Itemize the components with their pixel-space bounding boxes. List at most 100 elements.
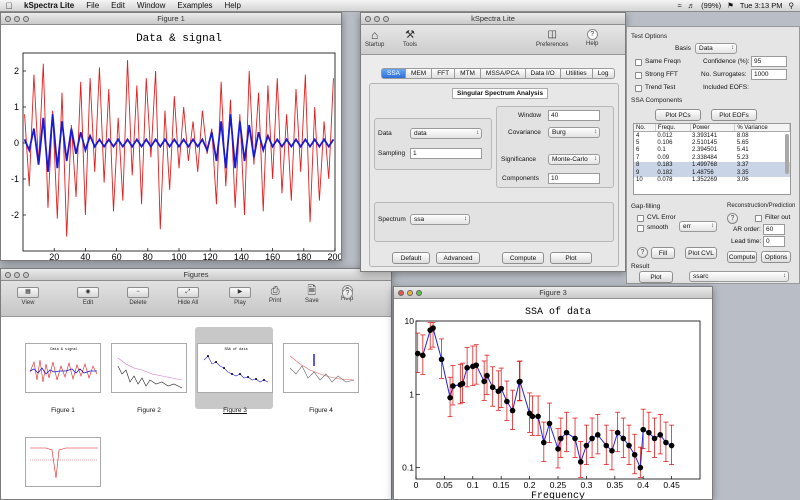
edit-button[interactable]: ◉ Edit <box>77 287 99 306</box>
table-row[interactable]: 8 0.183 1.499768 3.37 <box>634 161 790 169</box>
basis-select[interactable]: Data <box>695 43 737 54</box>
covariance-select[interactable]: Burg <box>548 127 600 138</box>
zoom-icon[interactable] <box>23 272 29 278</box>
tools-icon: ⚒ <box>405 29 415 41</box>
table-row[interactable]: 6 0.1 2.394501 5.41 <box>636 147 749 154</box>
delete-button[interactable]: − Delete <box>127 287 149 306</box>
tools-button[interactable]: ⚒ Tools <box>403 29 418 48</box>
ar-order-input[interactable]: 60 <box>763 224 785 235</box>
tab-mtm[interactable]: MTM <box>455 68 481 79</box>
tab-mem[interactable]: MEM <box>406 68 433 79</box>
strong-fft-checkbox[interactable] <box>635 72 642 79</box>
recon-compute-button[interactable]: Compute <box>727 251 757 263</box>
thumbnail-figure-2[interactable] <box>111 343 187 393</box>
menu-examples[interactable]: Examples <box>177 1 213 10</box>
thumbnail-figure-3[interactable]: SSA of data <box>197 343 273 393</box>
close-icon[interactable] <box>365 16 371 22</box>
plot-cvl-button[interactable]: Plot CVL <box>685 247 717 259</box>
menu-window[interactable]: Window <box>136 1 166 10</box>
compute-button[interactable]: Compute <box>502 252 544 264</box>
flag-icon[interactable]: ⚑ <box>727 1 734 10</box>
minimize-icon[interactable] <box>407 290 413 296</box>
col-no[interactable]: No. <box>634 124 656 132</box>
table-row[interactable]: 5 0.106 2.510145 5.65 <box>636 139 749 146</box>
apple-menu-icon[interactable]:  <box>0 1 18 11</box>
surrogates-input[interactable]: 1000 <box>751 69 787 80</box>
cvl-error-checkbox[interactable] <box>637 215 644 222</box>
plot-button[interactable]: Plot <box>550 252 592 264</box>
result-select[interactable]: ssarc <box>689 271 789 282</box>
tab-log[interactable]: Log <box>592 68 615 79</box>
print-button[interactable]: ⎙ Print <box>269 285 282 304</box>
zoom-icon[interactable] <box>383 16 389 22</box>
wifi-icon[interactable]: ≈ <box>677 1 682 10</box>
basis-label: Basis <box>675 45 691 52</box>
smooth-checkbox[interactable] <box>637 225 644 232</box>
err-select[interactable]: err <box>679 221 717 232</box>
col-variance[interactable]: % Variance <box>734 124 790 132</box>
menu-help[interactable]: Help <box>224 1 241 10</box>
menu-edit[interactable]: Edit <box>111 1 125 10</box>
advanced-button[interactable]: Advanced <box>436 252 480 264</box>
menu-file[interactable]: File <box>86 1 100 10</box>
spectrum-select[interactable]: ssa <box>410 214 470 225</box>
table-row[interactable]: 4 0.012 3.393141 8.08 <box>636 132 749 139</box>
thumbnail-figure-5[interactable] <box>25 437 101 487</box>
table-scrollbar[interactable] <box>785 134 789 174</box>
tab-fft[interactable]: FFT <box>432 68 456 79</box>
figures-title: Figures <box>183 270 209 279</box>
table-row[interactable]: 9 0.182 1.48756 3.35 <box>634 169 790 177</box>
battery-status[interactable]: (99%) <box>701 1 722 10</box>
lead-time-input[interactable]: 0 <box>763 236 785 247</box>
save-button[interactable]: 🗎 Save <box>305 285 319 304</box>
trend-test-checkbox[interactable] <box>635 85 642 92</box>
tab-mssa-pca[interactable]: MSSA/PCA <box>480 68 526 79</box>
default-button[interactable]: Default <box>392 252 430 264</box>
plot-pcs-button[interactable]: Plot PCs <box>655 109 701 121</box>
clock[interactable]: Tue 3:13 PM <box>739 1 783 10</box>
kspectra-help-button[interactable]: ? Help <box>586 29 599 47</box>
confidence-input[interactable]: 95 <box>751 56 787 67</box>
menu-app[interactable]: kSpectra Lite <box>24 1 75 10</box>
sampling-input[interactable]: 1 <box>410 148 482 159</box>
recon-options-button[interactable]: Options <box>761 251 791 263</box>
zoom-icon[interactable] <box>416 290 422 296</box>
significance-select[interactable]: Monte-Carlo <box>548 154 600 165</box>
spotlight-icon[interactable]: ⚲ <box>788 1 795 10</box>
gap-help-icon[interactable]: ? <box>637 247 648 258</box>
preferences-button[interactable]: ◫ Preferences <box>536 29 569 48</box>
col-power[interactable]: Power <box>690 124 736 132</box>
covariance-label: Covariance <box>508 129 541 136</box>
play-button[interactable]: ▶ Play <box>229 287 251 306</box>
table-row[interactable]: 10 0.078 1.352269 3.06 <box>636 177 749 184</box>
thumbnail-figure-4[interactable] <box>283 343 359 393</box>
fill-button[interactable]: Fill <box>651 247 675 259</box>
minimize-icon[interactable] <box>14 16 20 22</box>
startup-button[interactable]: ⌂ Startup <box>365 28 385 48</box>
window-input[interactable]: 40 <box>548 110 600 121</box>
hide-all-button[interactable]: ⤢ Hide All <box>177 287 199 306</box>
minimize-icon[interactable] <box>14 272 20 278</box>
ssa-help-icon[interactable]: ? <box>342 288 353 299</box>
data-select[interactable]: data <box>410 128 482 139</box>
plot-eofs-button[interactable]: Plot EOFs <box>711 109 757 121</box>
thumbnail-figure-1[interactable]: Data & signal <box>25 343 101 393</box>
col-frequ[interactable]: Frequ. <box>655 124 691 132</box>
figures-titlebar: Figures <box>1 269 391 281</box>
recon-help-icon[interactable]: ? <box>727 213 738 224</box>
close-icon[interactable] <box>398 290 404 296</box>
view-button[interactable]: ▦ View <box>17 287 39 306</box>
minimize-icon[interactable] <box>374 16 380 22</box>
tab-ssa[interactable]: SSA <box>381 68 407 79</box>
components-input[interactable]: 10 <box>548 173 600 184</box>
volume-icon[interactable]: ♬ <box>687 1 696 10</box>
tab-data-io[interactable]: Data I/O <box>525 68 561 79</box>
close-icon[interactable] <box>5 16 11 22</box>
same-freqn-checkbox[interactable] <box>635 59 642 66</box>
tab-utilities[interactable]: Utilities <box>560 68 593 79</box>
filter-out-checkbox[interactable] <box>755 215 762 222</box>
zoom-icon[interactable] <box>23 16 29 22</box>
table-row[interactable]: 7 0.09 2.338484 5.23 <box>636 154 749 161</box>
result-plot-button[interactable]: Plot <box>639 271 673 283</box>
close-icon[interactable] <box>5 272 11 278</box>
